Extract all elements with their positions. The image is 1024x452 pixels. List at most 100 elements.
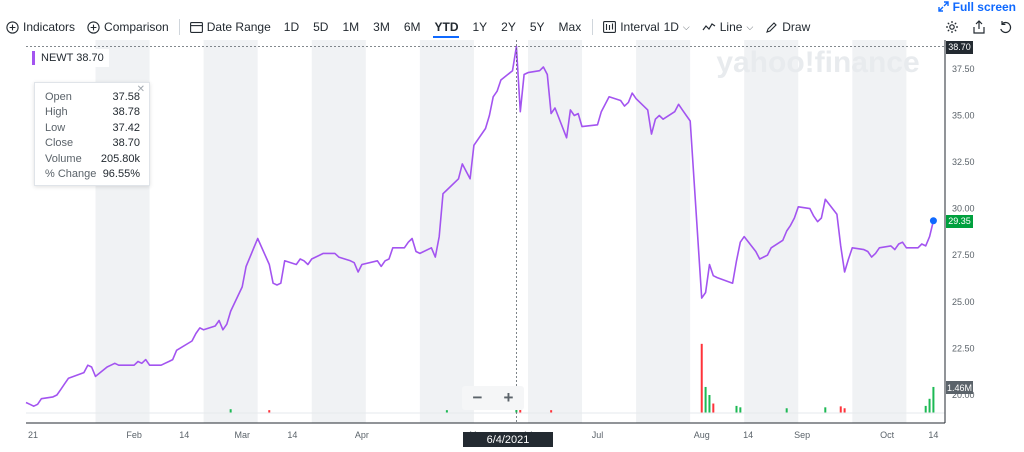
shaded-band — [311, 40, 366, 423]
range-button-5y[interactable]: 5Y — [529, 20, 545, 34]
range-button-1y[interactable]: 1Y — [472, 20, 488, 34]
price-tick-label: 32.50 — [952, 157, 975, 167]
toolbar-actions — [945, 14, 1024, 40]
tooltip-row: High 38.78 — [45, 105, 140, 121]
tooltip-label: Close — [45, 137, 74, 150]
indicators-button[interactable]: Indicators — [0, 16, 81, 38]
interval-label: Interval — [620, 20, 660, 34]
zoom-controls: − + — [462, 386, 524, 410]
hover-price-tag: 38.70 — [946, 40, 973, 54]
volume-bar — [704, 386, 707, 413]
tooltip-row: Open 37.58 — [45, 89, 140, 105]
price-tick-label: 27.50 — [952, 250, 975, 260]
ohlc-tooltip: ✕ Open 37.58 High 38.78 Low 37.42 Close 38.70 Vo… — [34, 82, 150, 186]
range-button-ytd[interactable]: YTD — [427, 16, 465, 38]
volume-bar — [928, 398, 931, 413]
volume-bar — [739, 407, 742, 413]
price-tick-label: 37.50 — [952, 64, 975, 74]
date-tick-label: 14 — [287, 430, 297, 440]
volume-bar — [712, 403, 715, 413]
tooltip-label: Volume — [45, 152, 82, 165]
volume-bar — [839, 406, 842, 413]
volume-bar — [519, 408, 522, 413]
close-icon[interactable]: ✕ — [136, 84, 145, 95]
shaded-band — [419, 40, 474, 423]
shaded-band — [527, 40, 583, 423]
tooltip-value: 96.55% — [102, 168, 140, 181]
price-tick-label: 22.50 — [952, 343, 975, 353]
comparison-button[interactable]: Comparison — [81, 16, 175, 38]
ticker-legend[interactable]: NEWT 38.70 — [32, 49, 109, 67]
crosshair-date-label: 6/4/2021 — [463, 432, 553, 447]
reset-icon[interactable] — [999, 20, 1012, 34]
calendar-icon — [189, 22, 203, 33]
chart-toolbar: Indicators Comparison Date Range 1D 5D 1M 3… — [0, 14, 1024, 40]
shaded-band — [203, 40, 258, 423]
volume-bar — [708, 395, 711, 413]
volume-bar — [932, 386, 935, 413]
range-button-3m[interactable]: 3M — [373, 20, 390, 34]
volume-bar — [268, 410, 271, 413]
share-icon[interactable] — [973, 20, 985, 34]
interval-dropdown[interactable]: Interval 1D ⌵ — [597, 16, 696, 38]
price-tick-label: 20.00 — [952, 390, 975, 400]
tooltip-label: Open — [45, 90, 72, 103]
full-screen-label: Full screen — [952, 0, 1016, 14]
full-screen-button[interactable]: Full screen — [937, 0, 1016, 14]
series-swatch — [32, 51, 35, 65]
tooltip-label: % Change — [45, 168, 97, 181]
range-button-5d[interactable]: 5D — [313, 20, 329, 34]
date-range-button[interactable]: Date Range — [184, 16, 277, 38]
tooltip-value: 37.58 — [112, 90, 140, 103]
zoom-out-button[interactable]: − — [472, 388, 483, 407]
tooltip-row: Volume 205.80k — [45, 151, 140, 167]
tooltip-value: 38.78 — [112, 106, 140, 119]
pencil-icon — [766, 21, 778, 33]
volume-bar — [229, 409, 232, 413]
volume-bar — [843, 408, 846, 413]
tooltip-value: 38.70 — [112, 137, 140, 150]
volume-bar — [550, 410, 553, 413]
volume-bar — [445, 410, 448, 413]
last-price-tag: 29.35 — [946, 214, 973, 228]
line-chart-icon — [702, 23, 716, 31]
tooltip-rows: Open 37.58 High 38.78 Low 37.42 Close 38.70 Volu… — [45, 89, 140, 182]
chevron-down-icon: ⌵ — [682, 21, 690, 32]
date-tick-label: Feb — [126, 430, 142, 440]
range-button-max[interactable]: Max — [558, 20, 582, 34]
draw-button[interactable]: Draw — [759, 16, 816, 38]
chart-type-dropdown[interactable]: Line ⌵ — [696, 16, 760, 38]
date-tick-label: Sep — [794, 430, 810, 440]
ticker-legend-label: NEWT 38.70 — [41, 52, 104, 64]
range-button-2y[interactable]: 2Y — [501, 20, 516, 34]
date-tick-label: Aug — [694, 430, 710, 440]
candles-icon — [603, 21, 617, 33]
yahoo-finance-watermark: yahoo!finance — [716, 46, 919, 79]
expand-icon — [937, 1, 949, 12]
date-tick-label: 21 — [28, 430, 38, 440]
gear-icon[interactable] — [945, 20, 959, 34]
tooltip-row: Close 38.70 — [45, 136, 140, 152]
volume-bar — [785, 408, 788, 413]
volume-bar — [735, 405, 738, 413]
range-button-6m[interactable]: 6M — [403, 20, 421, 34]
indicators-label: Indicators — [23, 20, 76, 34]
comparison-label: Comparison — [104, 20, 169, 34]
volume-bar — [700, 343, 703, 413]
volume-tag: 1.46M — [946, 381, 973, 394]
price-axis-labels: 37.50 35.00 32.50 30.00 27.50 25.00 22.50 20.00 — [952, 64, 975, 400]
tooltip-row: % Change 96.55% — [45, 167, 140, 183]
date-tick-label: Oct — [880, 430, 895, 440]
last-price-dot — [929, 217, 937, 225]
tooltip-row: Low 37.42 — [45, 120, 140, 136]
range-button-1d[interactable]: 1D — [283, 20, 300, 34]
chevron-down-icon: ⌵ — [746, 21, 754, 32]
date-tick-label: 14 — [743, 430, 753, 440]
shaded-band — [744, 40, 799, 423]
range-selector: 1D 5D 1M 3M 6M YTD 1Y 2Y 5Y Max — [277, 16, 588, 38]
plus-circle-icon — [87, 20, 100, 34]
date-tick-label: Jul — [592, 430, 604, 440]
zoom-in-button[interactable]: + — [503, 388, 514, 407]
range-button-1m[interactable]: 1M — [342, 20, 360, 34]
